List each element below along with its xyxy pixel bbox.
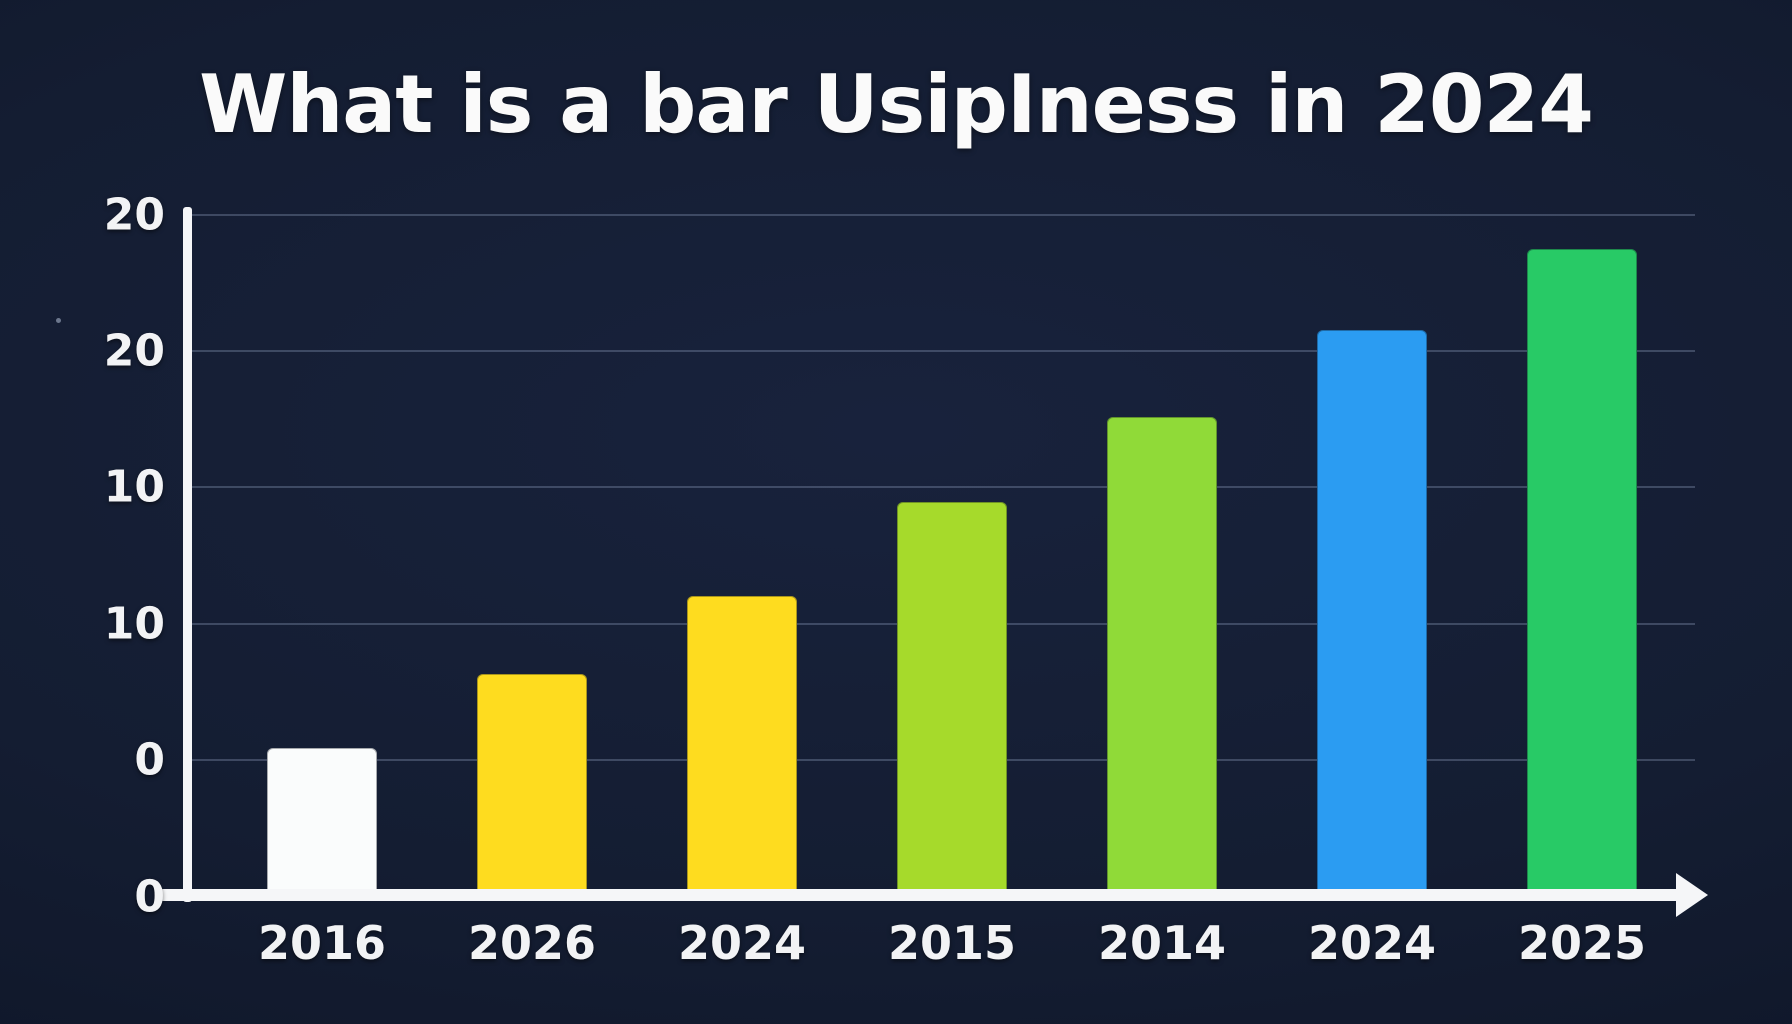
y-axis-line <box>183 207 192 902</box>
gridline <box>190 214 1695 216</box>
bar <box>1527 249 1637 890</box>
y-tick-label: 20 <box>103 325 165 377</box>
x-tick-label: 2025 <box>1517 916 1647 970</box>
x-axis-arrow-icon <box>1676 873 1708 917</box>
x-tick-label: 2024 <box>1307 916 1437 970</box>
x-tick-label: 2024 <box>677 916 807 970</box>
speck-artifact <box>56 318 61 323</box>
gridline <box>190 486 1695 488</box>
y-tick-label: 0 <box>134 871 165 923</box>
x-tick-label: 2016 <box>257 916 387 970</box>
y-tick-label: 10 <box>103 598 165 650</box>
y-tick-label: 10 <box>103 461 165 513</box>
chart-title: What is a bar UsipIness in 2024 <box>199 58 1594 151</box>
y-tick-label: 20 <box>103 189 165 241</box>
bar <box>477 674 587 890</box>
bar <box>1317 330 1427 890</box>
x-tick-label: 2015 <box>887 916 1017 970</box>
x-tick-label: 2014 <box>1097 916 1227 970</box>
gridline <box>190 350 1695 352</box>
bar <box>687 596 797 890</box>
bar <box>897 502 1007 890</box>
bar <box>267 748 377 890</box>
bar <box>1107 417 1217 890</box>
y-tick-label: 0 <box>134 734 165 786</box>
x-axis-line <box>160 889 1680 901</box>
x-tick-label: 2026 <box>467 916 597 970</box>
